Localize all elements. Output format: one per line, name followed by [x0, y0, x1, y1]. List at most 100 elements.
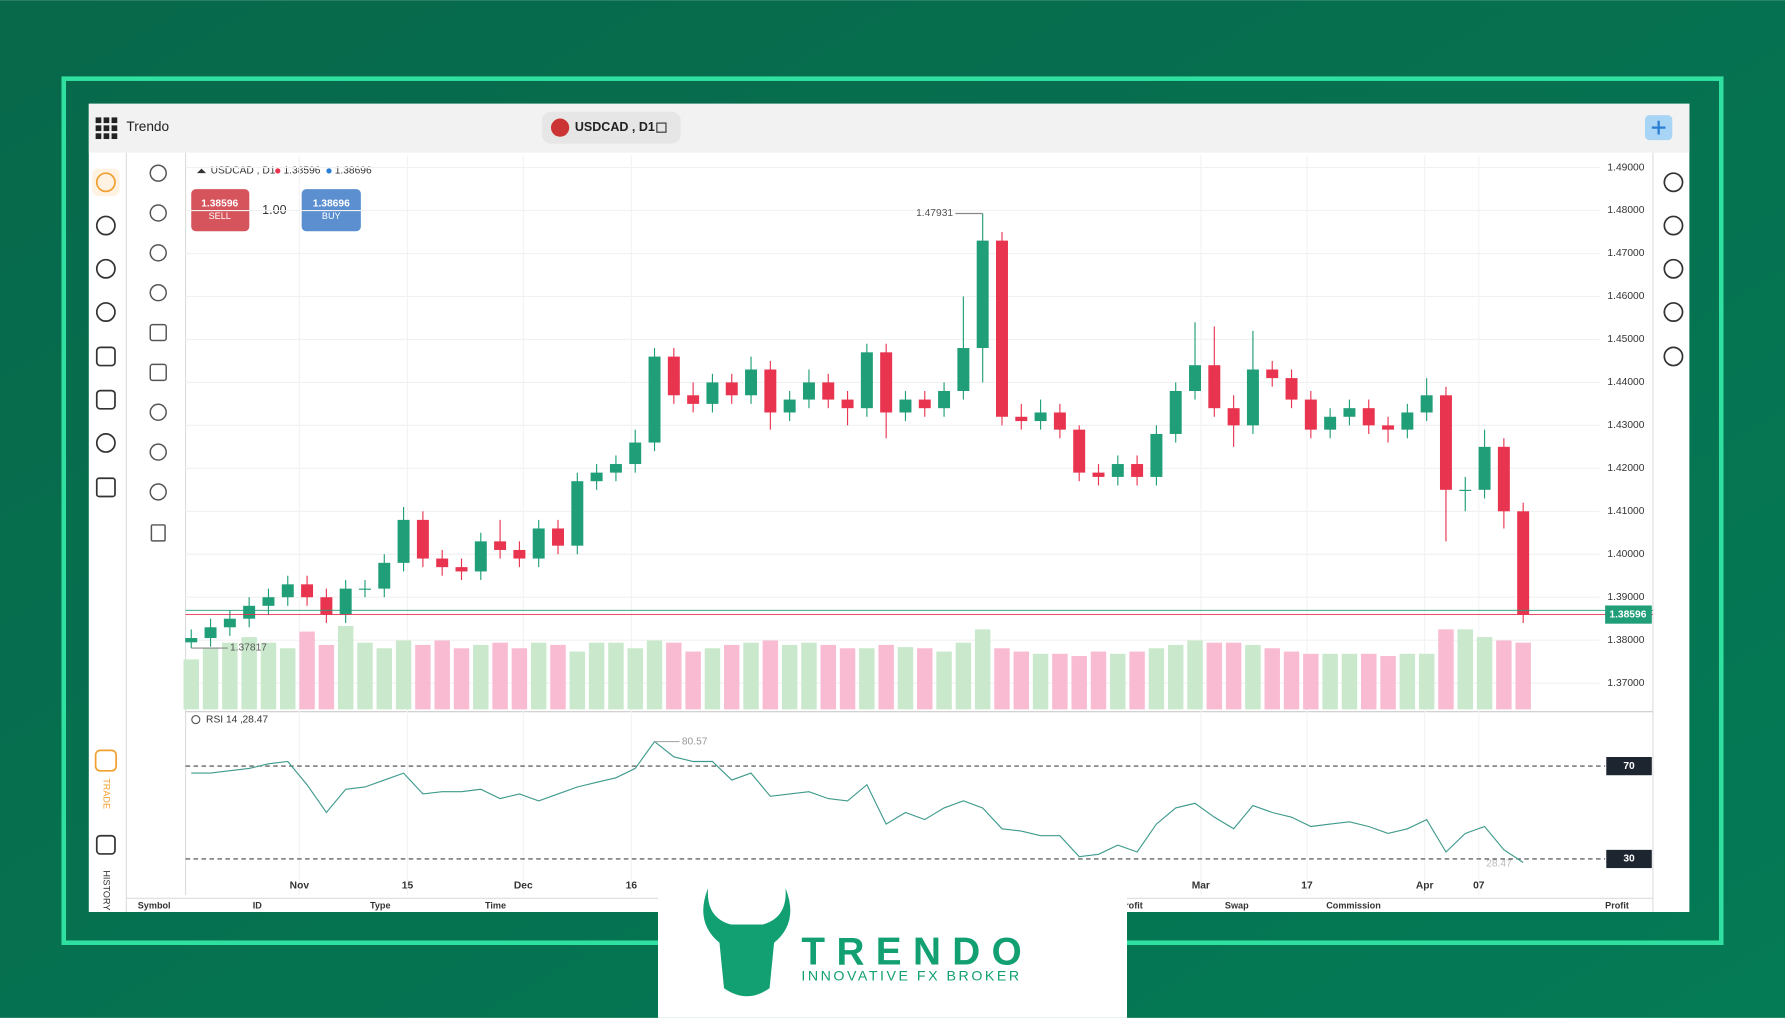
y-tick-label: 70: [1623, 761, 1635, 772]
icon[interactable]: [1663, 258, 1684, 279]
menu-icon[interactable]: [95, 117, 118, 140]
tool[interactable]: [150, 524, 166, 542]
candle-body: [1497, 446, 1510, 512]
candle-body: [918, 399, 931, 409]
side-history: HISTORY: [101, 870, 111, 910]
icon[interactable]: [1663, 346, 1684, 367]
buy-price: 1.38696: [313, 199, 350, 210]
volume-bar: [704, 648, 721, 710]
volume-bar: [183, 659, 199, 710]
price-tag: 1.38596: [1609, 609, 1646, 620]
volume-bar: [801, 642, 817, 710]
candle-body: [822, 382, 835, 400]
volume-bar: [1418, 653, 1435, 710]
volume-bar: [820, 644, 836, 710]
volume-bar: [1322, 653, 1338, 710]
candle-body: [667, 356, 680, 396]
tool[interactable]: [149, 363, 167, 382]
y-tick-label: 1.37000: [1607, 678, 1644, 689]
tool[interactable]: [149, 164, 167, 182]
volume-bar: [395, 640, 412, 710]
col: ID: [253, 901, 263, 911]
candle-body: [436, 558, 449, 568]
candle-body: [1131, 464, 1144, 477]
volume-bar: [1264, 648, 1280, 710]
candle-body: [1401, 412, 1414, 430]
rsi-settings[interactable]: [191, 715, 201, 725]
candle-body: [976, 240, 989, 349]
icon[interactable]: [1663, 172, 1684, 193]
sell-label: SELL: [209, 211, 231, 221]
volume-bar: [1129, 651, 1145, 710]
volume-bar: [1245, 644, 1261, 710]
volume-bar: [1361, 653, 1377, 710]
candle-body: [1517, 511, 1530, 615]
candle-body: [1362, 408, 1375, 426]
tool[interactable]: [149, 283, 167, 302]
volume-bar: [1187, 640, 1203, 710]
fullscreen[interactable]: [656, 122, 667, 133]
candle-body: [1189, 365, 1201, 391]
volume-bar: [685, 651, 701, 710]
candle-body: [860, 352, 873, 409]
col: Swap: [1225, 901, 1249, 911]
logo-tab: [657, 872, 1128, 1018]
rsi-title: RSI 14 ,: [206, 714, 243, 725]
x-tick-label: 15: [402, 881, 414, 892]
candle-body: [281, 584, 294, 598]
tool[interactable]: [149, 244, 167, 262]
candle-body: [513, 549, 526, 559]
volume-bar: [936, 651, 952, 710]
candle-body: [995, 240, 1008, 417]
y-tick-label: 1.43000: [1607, 420, 1644, 431]
rsi-line: [191, 740, 1524, 863]
tool[interactable]: [149, 323, 167, 342]
icon[interactable]: [95, 389, 116, 410]
candle-body: [455, 567, 468, 572]
symbol-tab[interactable]: [541, 111, 681, 144]
icon[interactable]: [95, 346, 116, 367]
icon[interactable]: [95, 302, 116, 323]
candle-body: [1150, 433, 1163, 477]
tool[interactable]: [149, 443, 167, 461]
y-tick-label: 1.45000: [1607, 334, 1644, 345]
candle-body: [1343, 408, 1356, 417]
side-icons: [94, 164, 1684, 855]
y-tick-label: 1.44000: [1607, 377, 1644, 388]
volume-bar: [1052, 653, 1068, 710]
ask-dot: [326, 168, 332, 174]
volume-bar: [1496, 640, 1512, 710]
icon[interactable]: [1663, 302, 1684, 323]
icon[interactable]: [95, 477, 116, 498]
max-label: 80.57: [682, 736, 708, 747]
candle-body: [1382, 425, 1395, 430]
volume-bar: [241, 637, 257, 710]
volume-bar: [608, 642, 624, 710]
icon[interactable]: [95, 215, 116, 236]
volume-bar: [994, 648, 1010, 710]
icon[interactable]: [1663, 215, 1684, 236]
trade-icon[interactable]: [94, 749, 117, 772]
candle-body: [416, 519, 429, 559]
candle-body: [1304, 399, 1317, 430]
volume-bar: [743, 642, 759, 710]
icon[interactable]: [95, 433, 116, 453]
icon[interactable]: [95, 258, 116, 279]
tool[interactable]: [149, 483, 167, 501]
volume-bar: [878, 644, 894, 710]
volume-bar: [588, 642, 605, 710]
candle-body: [687, 395, 700, 404]
y-tick-label: 30: [1623, 854, 1635, 865]
tool[interactable]: [149, 204, 167, 222]
volume-bar: [859, 648, 875, 710]
chart-layer: 1.37000 1.38000 1.39000 1.40000 1.41000 1.420…: [183, 154, 1653, 895]
home-icon[interactable]: [95, 172, 116, 193]
candle-body: [1246, 369, 1259, 426]
collapse[interactable]: [196, 168, 207, 174]
candle-body: [552, 528, 564, 546]
y-tick-label: 1.39000: [1607, 592, 1644, 603]
tool[interactable]: [149, 403, 167, 421]
history-icon[interactable]: [95, 834, 116, 855]
candle-body: [1169, 390, 1182, 434]
